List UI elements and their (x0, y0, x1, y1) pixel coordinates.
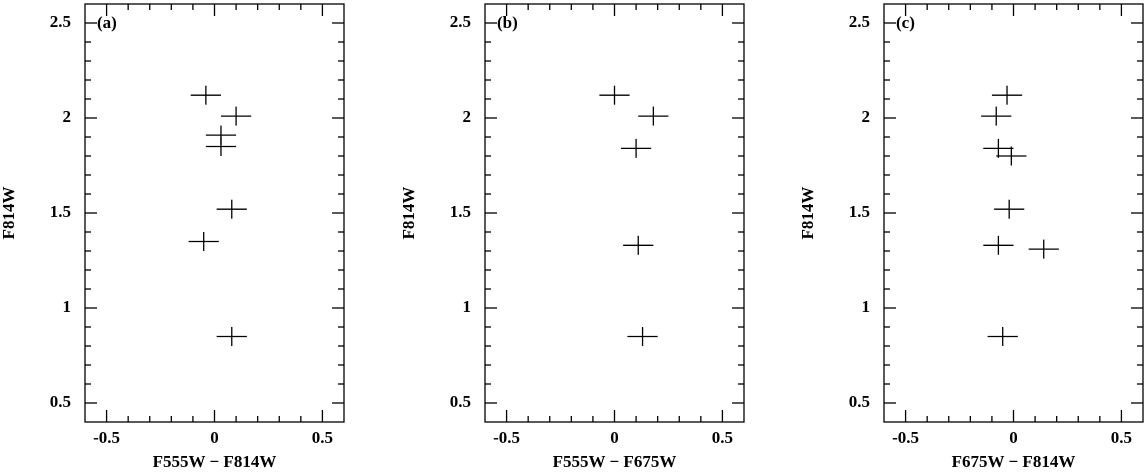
y-tick-label: 2 (862, 107, 871, 126)
panel-label: (c) (896, 13, 915, 32)
x-axis-label: F555W − F814W (153, 452, 277, 471)
x-tick-label: 0.5 (712, 428, 733, 447)
panel: -0.5 0 0.5 0.5 1 1.5 2 2.5 (a) F555W − F814W F814W (0, 3, 345, 471)
panel: -0.5 0 0.5 0.5 1 1.5 2 2.5 (b) F555W − F675W F814W (399, 3, 745, 471)
panel: -0.5 0 0.5 0.5 1 1.5 2 2.5 (c) F675W − F814W F814W (798, 3, 1144, 471)
y-tick-label: 2.5 (849, 12, 870, 31)
y-tick-label: 1 (463, 297, 472, 316)
y-tick-label: 1 (63, 297, 72, 316)
y-tick-label: 2.5 (450, 12, 471, 31)
plot-frame (484, 3, 745, 423)
y-tick-label: 2.5 (50, 12, 71, 31)
y-tick-label: 1.5 (50, 202, 71, 221)
y-tick-label: 2 (63, 107, 72, 126)
x-tick-label: 0 (210, 428, 219, 447)
y-axis-label: F814W (399, 187, 418, 240)
x-axis-label: F555W − F675W (553, 452, 677, 471)
x-tick-label: 0.5 (312, 428, 333, 447)
x-axis-label: F675W − F814W (952, 452, 1076, 471)
x-tick-label: 0.5 (1111, 428, 1132, 447)
x-tick-label: -0.5 (93, 428, 120, 447)
panel-label: (a) (97, 13, 117, 32)
y-tick-label: 0.5 (450, 392, 471, 411)
panel-label: (b) (497, 13, 518, 32)
y-tick-label: 1.5 (849, 202, 870, 221)
y-axis-label: F814W (0, 187, 18, 240)
y-tick-label: 0.5 (50, 392, 71, 411)
y-tick-label: 1 (862, 297, 871, 316)
x-tick-label: -0.5 (892, 428, 919, 447)
y-axis-label: F814W (798, 187, 817, 240)
y-tick-label: 0.5 (849, 392, 870, 411)
x-tick-label: 0 (1009, 428, 1018, 447)
plot-frame (84, 3, 345, 423)
plot-frame (883, 3, 1144, 423)
x-tick-label: 0 (610, 428, 619, 447)
y-tick-label: 1.5 (450, 202, 471, 221)
x-tick-label: -0.5 (493, 428, 520, 447)
y-tick-label: 2 (463, 107, 472, 126)
